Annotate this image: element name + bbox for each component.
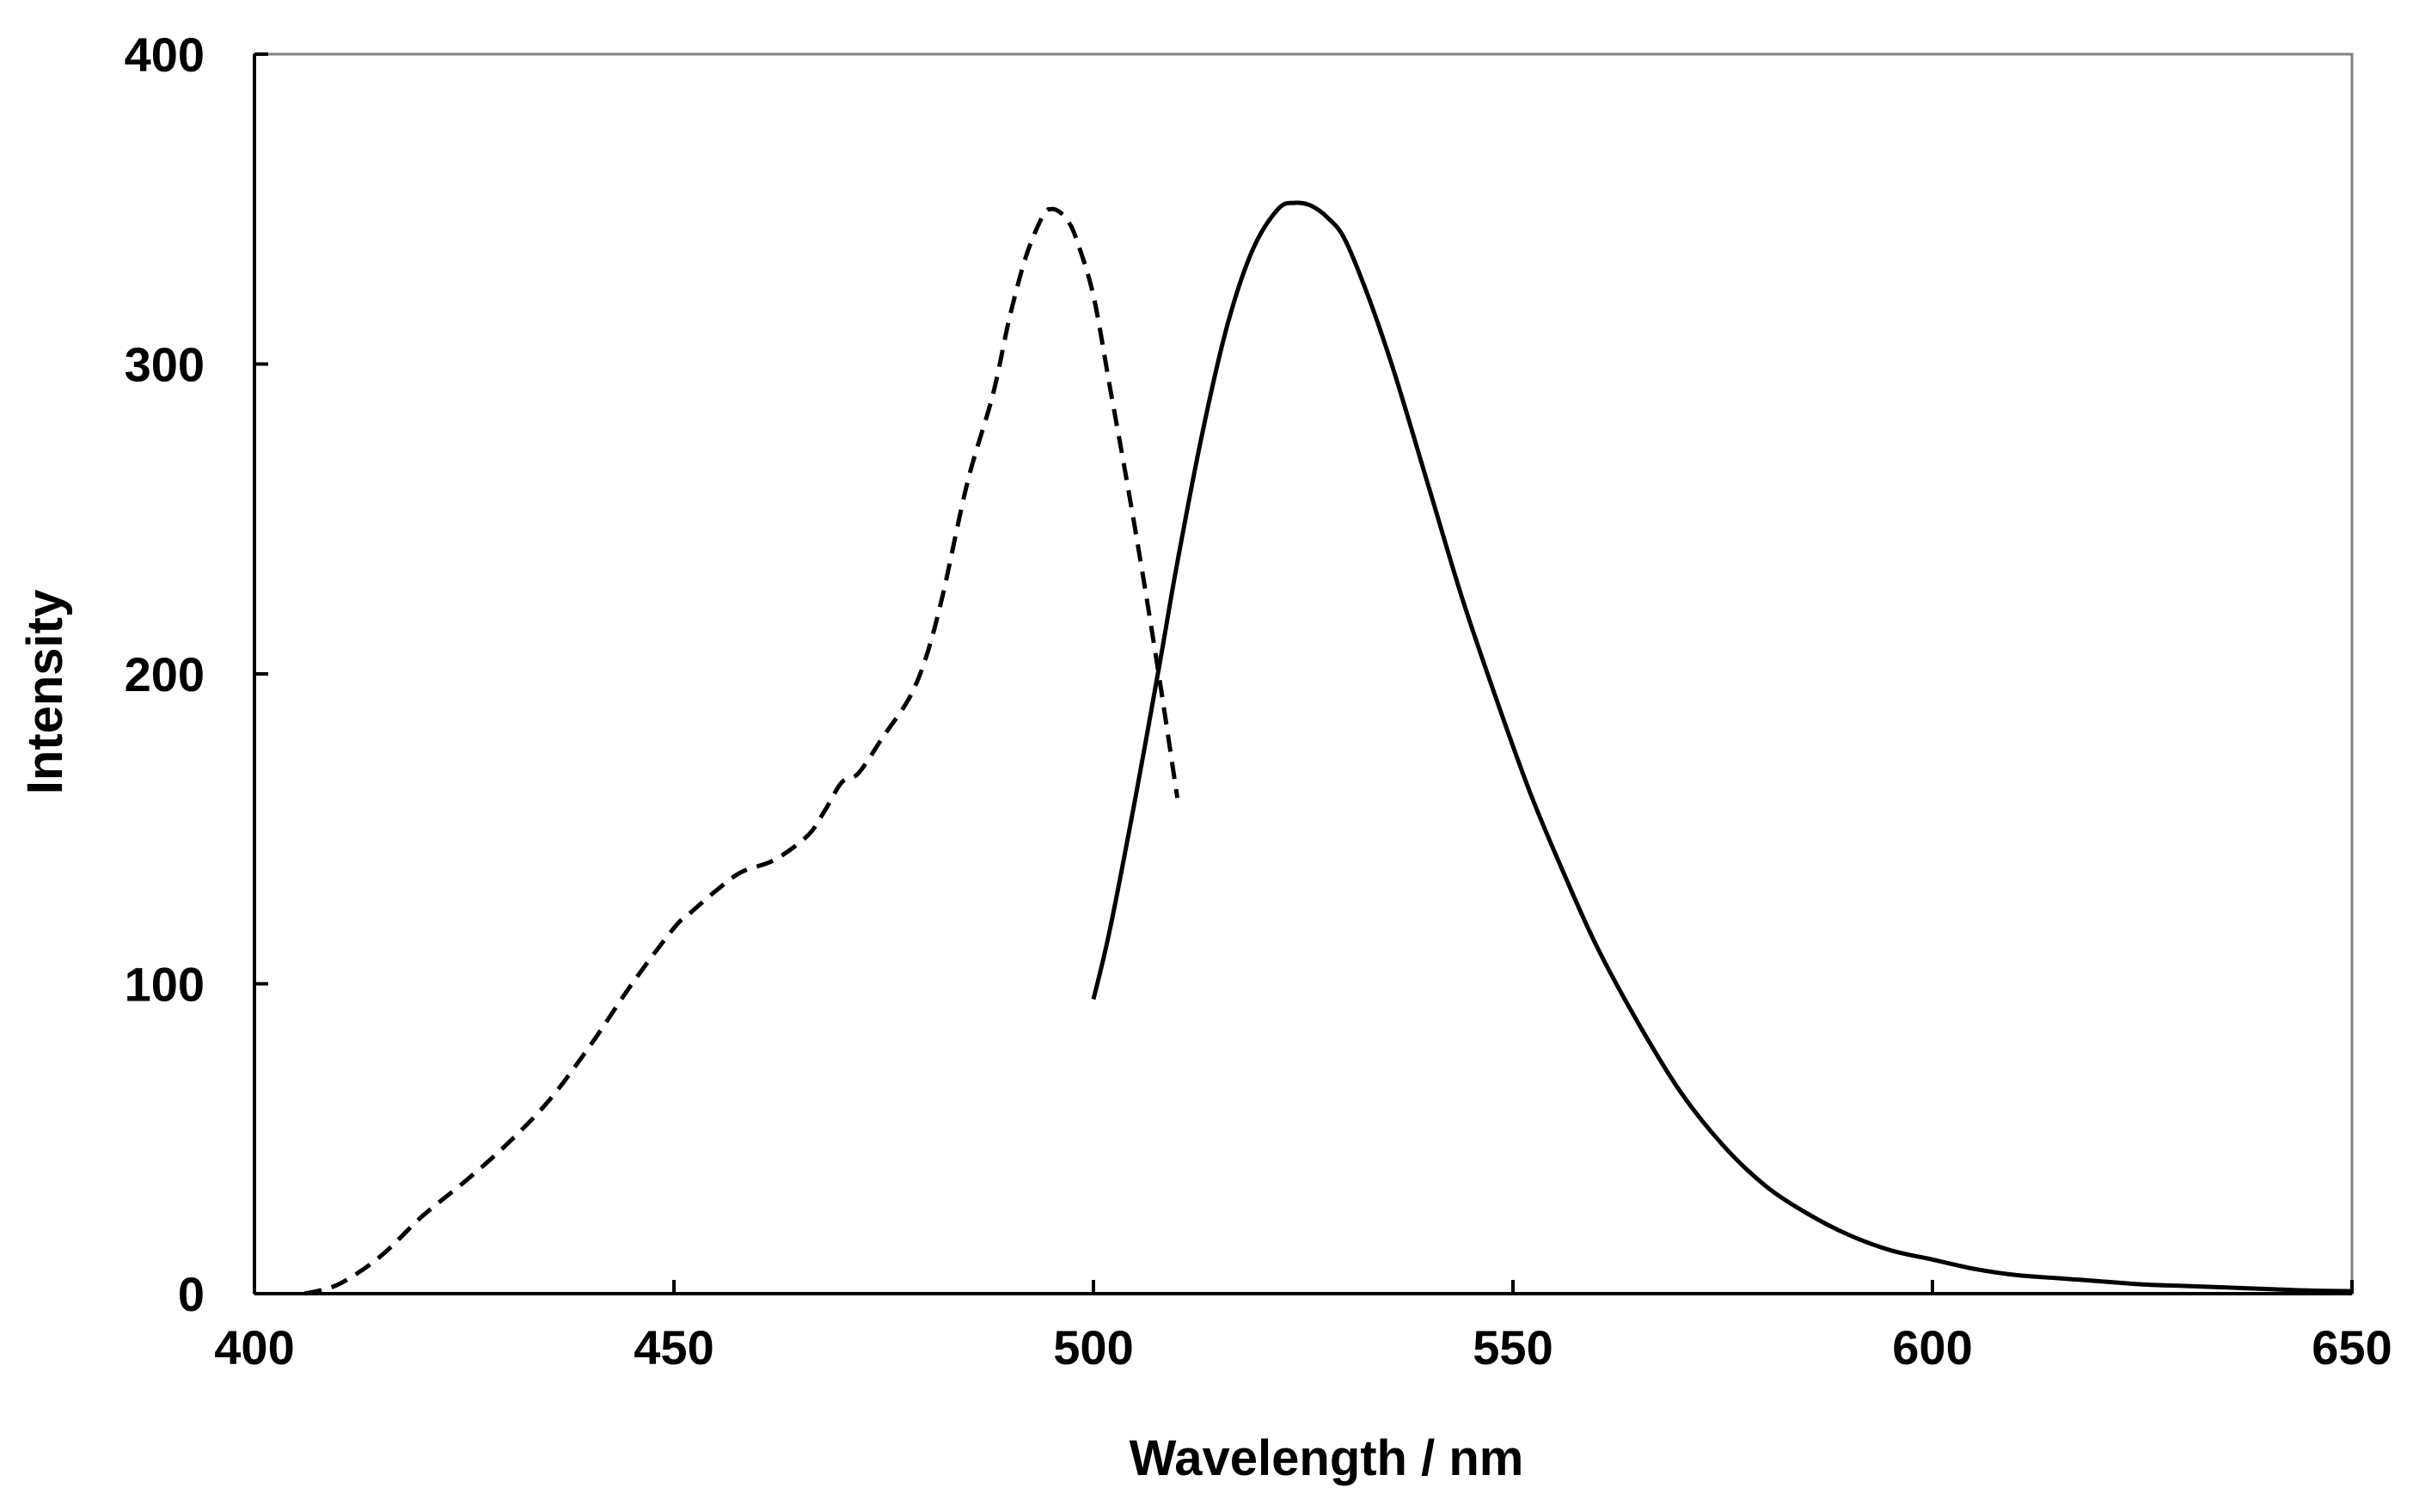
y-tick-label: 100 <box>125 958 205 1012</box>
x-tick-label: 650 <box>2312 1320 2392 1374</box>
plot-area-frame <box>253 52 2354 1295</box>
y-tick-label: 300 <box>125 338 205 392</box>
x-tick-label: 500 <box>1053 1320 1133 1374</box>
x-tick-label: 400 <box>214 1320 294 1374</box>
y-tick-label: 400 <box>125 28 205 82</box>
series-layer <box>303 200 2353 1296</box>
y-tick-label: 0 <box>178 1267 205 1321</box>
x-axis-ticks: 400 450 500 550 600 650 <box>214 1280 2392 1374</box>
dashed-series-line <box>303 206 1180 1296</box>
y-axis-ticks: 0 100 200 300 400 <box>125 28 268 1321</box>
x-tick-label: 600 <box>1892 1320 1972 1374</box>
y-tick-label: 200 <box>125 647 205 701</box>
x-axis-label: Wavelength / nm <box>1130 1430 1524 1486</box>
x-tick-label: 550 <box>1473 1320 1553 1374</box>
y-axis-label: Intensity <box>17 590 73 795</box>
solid-series-line <box>1091 200 2353 1294</box>
x-tick-label: 450 <box>634 1320 713 1374</box>
